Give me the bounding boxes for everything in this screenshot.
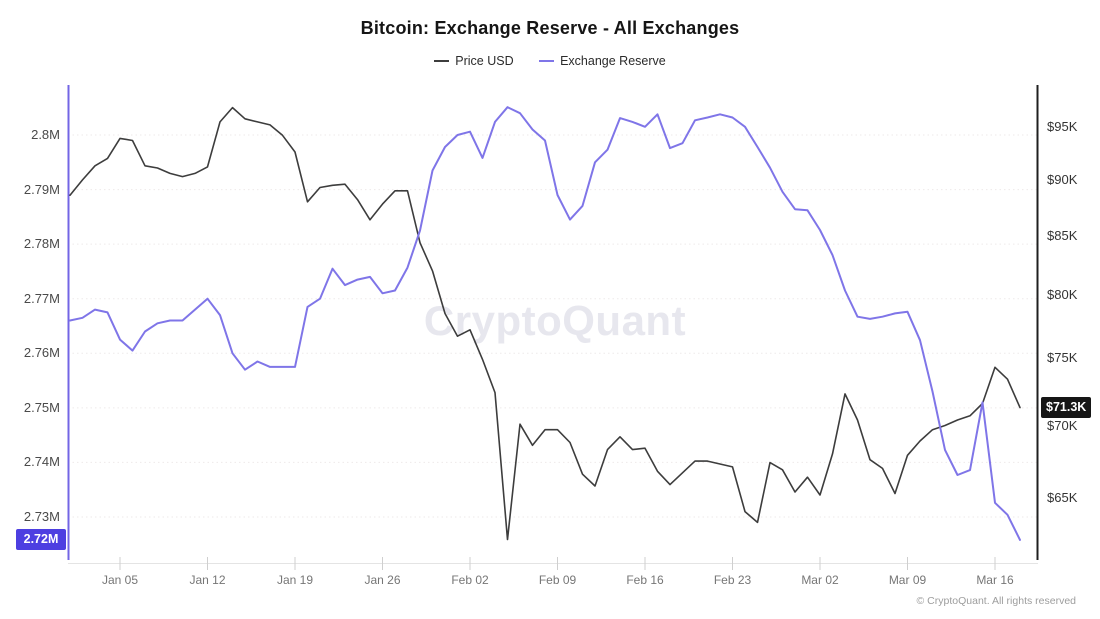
x-axis-label: Feb 02	[451, 573, 489, 587]
y-axis-label-left: 2.76M	[23, 345, 60, 361]
price-line-swatch-icon	[434, 59, 450, 62]
y-axis-label-left: 2.73M	[23, 508, 60, 524]
x-axis-label: Feb 09	[538, 573, 577, 587]
reserve-last-value-badge: 2.72M	[16, 529, 66, 551]
cryptoquant-watermark: CryptoQuant	[423, 297, 687, 344]
x-axis-label: Jan 19	[276, 573, 314, 587]
x-axis-label: Mar 09	[888, 573, 927, 587]
x-axis-label: Feb 16	[626, 573, 664, 587]
price-last-value-badge: $71.3K	[1041, 397, 1092, 419]
y-axis-label-left: 2.78M	[23, 236, 60, 252]
x-axis-label: Mar 02	[801, 573, 839, 587]
y-axis-label-left: 2.74M	[23, 454, 60, 470]
x-axis-label: Jan 12	[189, 573, 226, 587]
y-axis-label-right: $85K	[1047, 227, 1078, 243]
y-axis-label-left: 2.77M	[23, 290, 60, 306]
copyright-note: © CryptoQuant. All rights reserved	[916, 595, 1076, 607]
y-axis-label-right: $65K	[1047, 490, 1078, 505]
y-axis-label-left: 2.8M	[31, 127, 60, 142]
chart-legend: Price USD Exchange Reserve	[0, 54, 1100, 68]
y-axis-label-right: $75K	[1047, 350, 1078, 366]
x-axis-label: Jan 05	[101, 573, 139, 587]
y-axis-label-right: $80K	[1047, 287, 1078, 302]
reserve-line-swatch-icon	[539, 59, 555, 62]
legend-label-price-usd: Price USD	[455, 54, 514, 68]
y-axis-label-right: $90K	[1047, 171, 1078, 187]
y-axis-label-left: 2.75M	[23, 399, 60, 415]
legend-item-exchange-reserve[interactable]: Exchange Reserve	[539, 54, 666, 68]
x-axis-label: Feb 23	[713, 573, 752, 587]
chart-title: Bitcoin: Exchange Reserve - All Exchange…	[360, 18, 740, 38]
legend-label-exchange-reserve: Exchange Reserve	[560, 54, 666, 68]
y-axis-label-right: $95K	[1047, 119, 1078, 134]
y-axis-label-left: 2.79M	[23, 181, 60, 197]
x-axis-label: Jan 26	[364, 573, 401, 587]
y-axis-label-right: $70K	[1047, 417, 1078, 433]
legend-item-price-usd[interactable]: Price USD	[434, 54, 514, 68]
x-axis-label: Mar 16	[976, 573, 1014, 587]
